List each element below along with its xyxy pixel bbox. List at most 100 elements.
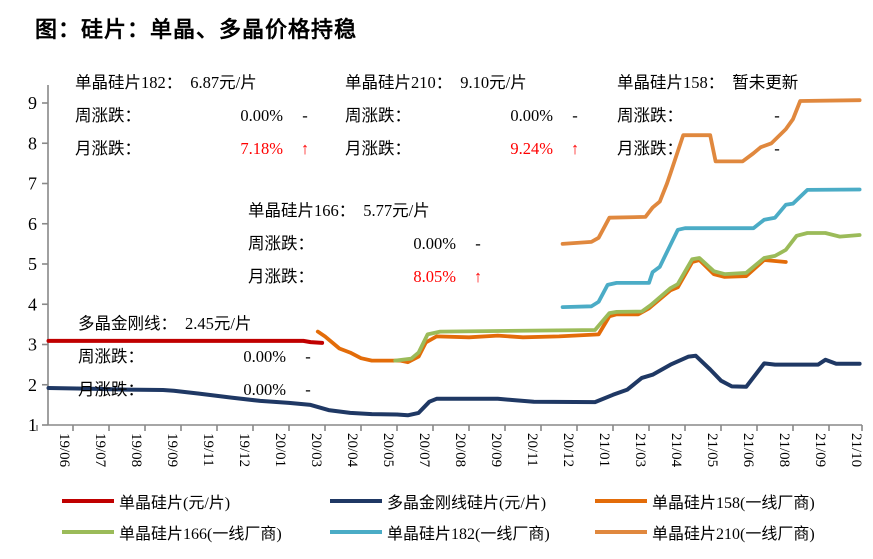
price-name: 多晶金刚线： [78, 314, 177, 333]
tick-label: 19/07 [92, 433, 108, 468]
change-value: - [774, 139, 780, 158]
change-value: 0.00% [243, 347, 286, 366]
tick-label: 20/04 [344, 433, 360, 468]
price-value: 暂未更新 [732, 73, 799, 92]
tick-label: 19/06 [56, 433, 72, 468]
change-value: 0.00% [510, 106, 553, 125]
price-name: 单晶硅片210： [345, 73, 453, 92]
price-name: 单晶硅片166： [248, 201, 356, 220]
legend-item-3: 单晶硅片166(一线厂商) [62, 520, 282, 544]
tick-label: 20/09 [488, 433, 504, 467]
change-row: 周涨跌： 0.00% - [75, 99, 327, 132]
change-value: 9.24% [510, 139, 553, 158]
tick-label: 6 [28, 214, 37, 234]
change-label: 周涨跌： [248, 234, 314, 253]
change-value: 0.00% [243, 380, 286, 399]
legend-swatch [62, 530, 114, 534]
change-label: 周涨跌： [617, 106, 683, 125]
annotation-title: 多晶金刚线： 2.45元/片 [78, 307, 330, 340]
tick-label: 19/09 [164, 433, 180, 467]
tick-label: 19/12 [236, 433, 252, 467]
legend-swatch [595, 499, 647, 503]
change-direction-mark: - [305, 380, 311, 399]
tick-label: 21/04 [668, 433, 684, 468]
tick-label: 19/08 [128, 433, 144, 467]
annotation-166: 单晶硅片166： 5.77元/片周涨跌： 0.00% - 月涨跌： 8.05% ↑ [248, 194, 500, 293]
legend-swatch [595, 530, 647, 534]
change-row: 周涨跌： 0.00% - [345, 99, 597, 132]
tick-label: 20/11 [524, 433, 540, 467]
change-direction-mark: - [302, 106, 308, 125]
annotation-182: 单晶硅片182： 6.87元/片周涨跌： 0.00% - 月涨跌： 7.18% ↑ [75, 66, 327, 165]
change-label: 月涨跌： [617, 139, 683, 158]
tick-label: 21/06 [740, 433, 756, 468]
legend-label: 单晶硅片166(一线厂商) [119, 526, 282, 543]
legend-swatch [330, 530, 382, 534]
legend-swatch [62, 499, 114, 503]
tick-label: 1 [28, 415, 37, 435]
tick-label: 7 [28, 174, 37, 194]
annotation-title: 单晶硅片210： 9.10元/片 [345, 66, 597, 99]
change-label: 月涨跌： [78, 380, 144, 399]
change-label: 周涨跌： [78, 347, 144, 366]
tick-label: 20/08 [452, 433, 468, 467]
annotation-poly: 多晶金刚线： 2.45元/片 周涨跌： 0.00% - 月涨跌： 0.00% - [78, 307, 330, 406]
series-line-0 [46, 338, 325, 345]
legend-label: 多晶金刚线硅片(元/片) [387, 495, 547, 512]
tick-label: 21/09 [812, 433, 828, 467]
tick-label: 20/07 [416, 433, 432, 468]
annotation-title: 单晶硅片166： 5.77元/片 [248, 194, 500, 227]
tick-label: 20/12 [560, 433, 576, 467]
series-line-1 [46, 353, 862, 418]
change-value: 8.05% [413, 267, 456, 286]
legend-label: 单晶硅片158(一线厂商) [652, 495, 815, 512]
price-value: 9.10元/片 [460, 73, 527, 92]
price-value: 2.45元/片 [185, 314, 252, 333]
legend-item-0: 单晶硅片(元/片) [62, 489, 230, 513]
change-label: 周涨跌： [75, 106, 141, 125]
tick-label: 8 [28, 133, 37, 153]
tick-label: 20/01 [272, 433, 288, 467]
tick-label: 21/05 [704, 433, 720, 467]
legend-item-5: 单晶硅片210(一线厂商) [595, 520, 815, 544]
tick-label: 9 [28, 93, 37, 113]
change-row: 月涨跌： - [617, 132, 869, 165]
legend-item-2: 单晶硅片158(一线厂商) [595, 489, 815, 513]
change-direction-mark: - [475, 234, 481, 253]
change-row: 周涨跌： - [617, 99, 869, 132]
change-value: 0.00% [413, 234, 456, 253]
change-row: 周涨跌： 0.00% - [248, 227, 500, 260]
change-label: 月涨跌： [75, 139, 141, 158]
tick-label: 4 [28, 294, 37, 314]
tick-label: 21/03 [632, 433, 648, 467]
tick-label: 21/08 [776, 433, 792, 467]
change-value: 0.00% [240, 106, 283, 125]
legend-item-4: 单晶硅片182(一线厂商) [330, 520, 550, 544]
change-row: 月涨跌： 7.18% ↑ [75, 132, 327, 165]
chart-title: 图：硅片：单晶、多晶价格持稳 [35, 17, 358, 42]
tick-label: 5 [28, 254, 37, 274]
annotation-158: 单晶硅片158： 暂未更新 周涨跌： - 月涨跌： - [617, 66, 869, 165]
legend-swatch [330, 499, 382, 503]
change-row: 月涨跌： 8.05% ↑ [248, 260, 500, 293]
price-name: 单晶硅片182： [75, 73, 183, 92]
change-label: 月涨跌： [248, 267, 314, 286]
legend-label: 单晶硅片210(一线厂商) [652, 526, 815, 543]
change-direction-mark: ↑ [473, 267, 483, 286]
annotation-210: 单晶硅片210： 9.10元/片 周涨跌： 0.00% - 月涨跌： 9.24% ↑ [345, 66, 597, 165]
legend-label: 单晶硅片182(一线厂商) [387, 526, 550, 543]
price-value: 5.77元/片 [363, 201, 430, 220]
tick-label: 2 [28, 375, 37, 395]
change-direction-mark: ↑ [570, 139, 580, 158]
change-row: 周涨跌： 0.00% - [78, 340, 330, 373]
annotation-title: 单晶硅片182： 6.87元/片 [75, 66, 327, 99]
change-direction-mark: ↑ [300, 139, 310, 158]
series-line-4 [560, 187, 862, 310]
tick-label: 20/03 [308, 433, 324, 467]
tick-label: 20/05 [380, 433, 396, 467]
change-value: 7.18% [240, 139, 283, 158]
series-line-3 [393, 231, 862, 363]
price-value: 6.87元/片 [190, 73, 257, 92]
